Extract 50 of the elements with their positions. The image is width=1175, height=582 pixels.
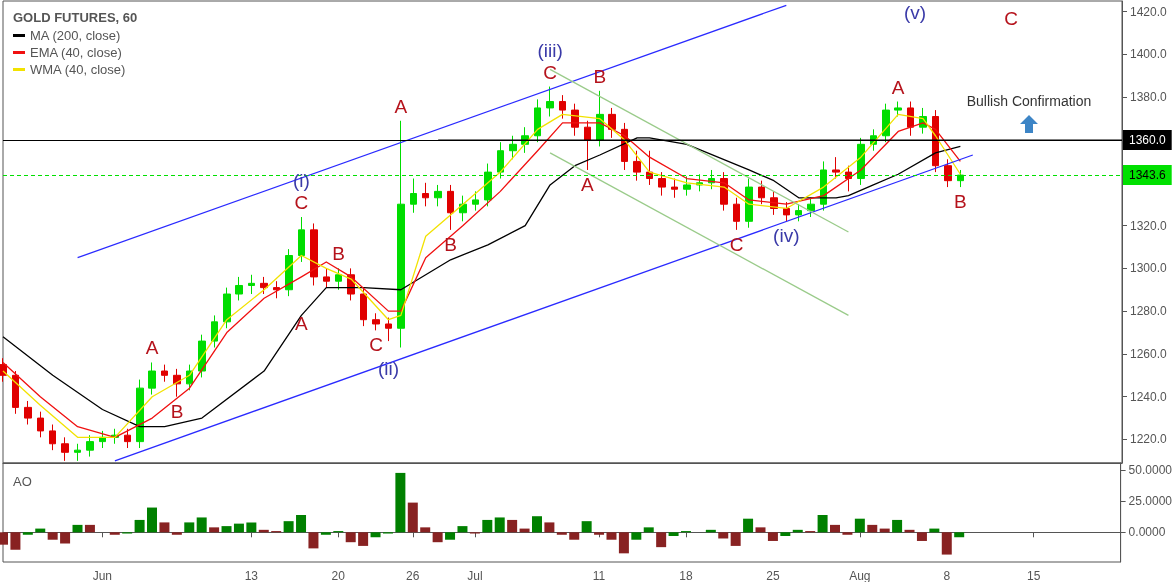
annotation: B — [332, 243, 346, 265]
annotation: C — [369, 334, 383, 356]
y-tick-label: 1220.0 — [1130, 432, 1168, 447]
ref-line-label: 1360.0 — [1129, 133, 1167, 148]
y-tick-label: 1300.0 — [1130, 261, 1168, 276]
y-tick-label: 1320.0 — [1130, 218, 1168, 233]
y-tick-label: 1420.0 — [1130, 4, 1168, 19]
annotation: C — [543, 61, 557, 83]
text: AO — [13, 474, 32, 489]
annotation: C — [294, 192, 309, 214]
legend-label: WMA (40, close) — [30, 62, 126, 77]
ref-line-label: 1343.6 — [1129, 168, 1167, 183]
annotation: B — [444, 233, 457, 255]
x-tick-label: Jun — [92, 569, 113, 582]
annotation: Bullish Confirmation — [966, 93, 1092, 109]
x-tick-label: 25 — [766, 569, 780, 582]
x-tick-label: 18 — [679, 569, 693, 582]
text: GOLD FUTURES, 60 — [13, 10, 138, 25]
x-tick-label: 15 — [1027, 569, 1041, 582]
y-tick-label: 0.0000 — [1128, 525, 1166, 540]
y-tick-label: 1400.0 — [1130, 47, 1168, 62]
annotation: A — [891, 76, 905, 98]
annotation: B — [593, 65, 607, 87]
y-tick-label: 50.0000 — [1128, 463, 1173, 478]
annotation: C — [729, 233, 744, 255]
y-tick-label: 25.0000 — [1128, 494, 1173, 509]
x-tick-label: Aug — [849, 569, 871, 582]
legend-label: EMA (40, close) — [30, 45, 122, 60]
y-tick-label: 1240.0 — [1130, 389, 1168, 404]
y-tick-label: 1380.0 — [1130, 90, 1168, 105]
annotation: C — [1004, 7, 1018, 29]
x-tick-label: 13 — [244, 569, 259, 582]
annotation: A — [145, 337, 159, 359]
y-tick-label: 1260.0 — [1130, 346, 1168, 361]
y-tick-label: 1280.0 — [1130, 304, 1168, 319]
annotation: B — [170, 400, 184, 422]
annotation: B — [954, 191, 967, 213]
x-tick-label: 26 — [406, 569, 420, 582]
annotation: (v) — [903, 1, 927, 23]
annotation: (iii) — [537, 39, 563, 61]
legend-label: MA (200, close) — [30, 28, 121, 43]
x-tick-label: Jul — [467, 569, 483, 582]
x-tick-label: 11 — [592, 569, 606, 582]
annotation: A — [581, 173, 595, 195]
x-tick-label: 20 — [331, 569, 346, 582]
x-tick-label: 8 — [943, 569, 951, 582]
annotation: A — [295, 313, 309, 335]
annotation: A — [394, 95, 408, 117]
annotation: (ii) — [377, 358, 399, 380]
annotation: (iv) — [773, 225, 800, 247]
